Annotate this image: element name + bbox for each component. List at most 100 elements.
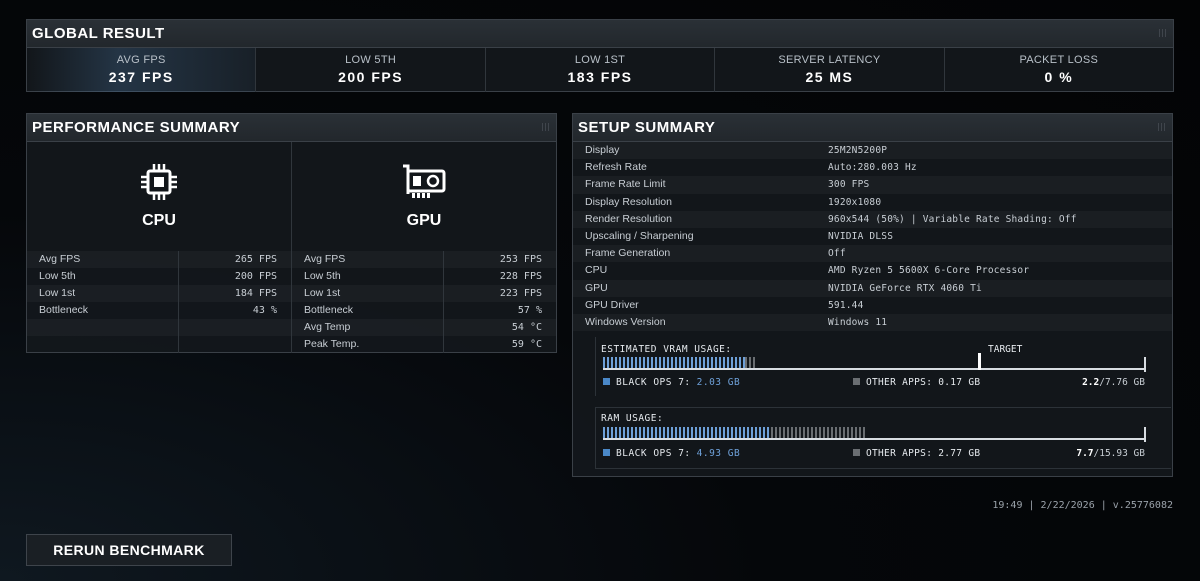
row-key: Upscaling / Sharpening [585,229,694,242]
blue-swatch-icon [603,378,610,385]
vram-game-legend: BLACK OPS 7: 2.03 GB [603,377,740,388]
row-value: 591.44 [828,299,864,311]
table-row: Avg Temp 54 °C [292,319,556,336]
table-row: Display 25M2N5200P [573,142,1172,159]
cpu-title: CPU [142,212,176,229]
setup-summary-title-text: SETUP SUMMARY [578,119,716,136]
gpu-stats: Avg FPS 253 FPS Low 5th 228 FPS Low 1st 223… [292,251,556,353]
vram-target-marker [978,353,981,370]
row-key: GPU [585,281,608,294]
total-capacity: /15.93 GB [1093,448,1145,459]
ram-game-fill [603,427,771,438]
row-key: Avg FPS [27,251,179,268]
table-row: Peak Temp. 59 °C [292,336,556,353]
row-key: CPU [585,264,608,277]
row-key: Refresh Rate [585,161,647,174]
table-row: Low 5th 228 FPS [292,268,556,285]
vram-legend: BLACK OPS 7: 2.03 GB OTHER APPS: 0.17 GB 2… [603,377,1145,388]
row-value: 200 FPS [234,271,277,282]
row-key: Low 5th [27,268,179,285]
cpu-column: CPU Avg FPS 265 FPS Low 5th 200 FPS Low 1s… [27,142,291,353]
table-row: Bottleneck 43 % [27,302,291,319]
row-key: GPU Driver [585,298,639,311]
performance-summary-title-text: PERFORMANCE SUMMARY [32,119,241,136]
table-row: Low 5th 200 FPS [27,268,291,285]
stat-label: LOW 5TH [345,54,397,66]
stat-packet-loss: PACKET LOSS 0 % [945,48,1173,92]
vram-target-label: TARGET [988,344,1023,355]
rerun-benchmark-label: RERUN BENCHMARK [53,542,205,558]
row-value: 960x544 (50%) | Variable Rate Shading: O… [828,213,1077,225]
legend-label: BLACK OPS 7: [616,377,691,388]
table-row [27,336,291,353]
row-value [179,336,291,353]
row-key: Bottleneck [27,302,179,319]
total-used: 2.2 [1082,377,1100,388]
setup-summary-panel: SETUP SUMMARY Display 25M2N5200P Refresh … [572,113,1173,477]
stat-value: 237 FPS [108,69,174,85]
row-key: Low 1st [27,285,179,302]
global-result-title-text: GLOBAL RESULT [32,25,165,42]
performance-summary-title: PERFORMANCE SUMMARY [27,114,556,142]
stat-label: PACKET LOSS [1019,54,1099,66]
total-used: 7.7 [1076,448,1094,459]
row-key [27,319,179,336]
row-value: 59 °C [511,339,542,350]
row-value: 228 FPS [499,271,542,282]
table-row: Bottleneck 57 % [292,302,556,319]
row-value: NVIDIA GeForce RTX 4060 Ti [828,282,982,294]
gpu-title: GPU [406,212,442,229]
stat-label: AVG FPS [116,54,166,66]
stat-server-latency: SERVER LATENCY 25 MS [715,48,945,92]
stat-value: 183 FPS [567,69,633,85]
row-key: Frame Generation [585,247,671,260]
global-stats: AVG FPS 237 FPS LOW 5TH 200 FPS LOW 1ST … [27,48,1173,92]
legend-value: 2.77 GB [938,448,981,459]
row-value: NVIDIA DLSS [828,230,894,242]
row-value: Auto:280.003 Hz [828,162,917,174]
global-result-title: GLOBAL RESULT [27,20,1173,48]
row-key [27,336,179,353]
ram-bar [603,427,1146,442]
cpu-stats: Avg FPS 265 FPS Low 5th 200 FPS Low 1st 184… [27,251,291,353]
setup-table: Display 25M2N5200P Refresh Rate Auto:280.0… [573,142,1172,331]
performance-summary-panel: PERFORMANCE SUMMARY CPU [26,113,557,353]
row-value: AMD Ryzen 5 5600X 6-Core Processor [828,265,1030,277]
row-key: Display [585,144,620,156]
row-value: 1920x1080 [828,196,882,208]
graphics-card-icon [400,162,448,207]
bar-endcap [1144,427,1146,442]
table-row: Low 1st 184 FPS [27,285,291,302]
legend-value: 4.93 GB [696,448,741,459]
legend-label: OTHER APPS: [866,377,933,388]
table-row: GPU NVIDIA GeForce RTX 4060 Ti [573,280,1172,297]
setup-summary-title: SETUP SUMMARY [573,114,1172,142]
rerun-benchmark-button[interactable]: RERUN BENCHMARK [26,534,232,566]
row-value: 253 FPS [499,254,542,265]
ram-total: 7.7/15.93 GB [1076,448,1145,459]
row-value: 25M2N5200P [828,145,888,156]
ram-usage: RAM USAGE: BLACK OPS 7: 4.93 GB OTHER APP… [595,407,1171,469]
ram-other-legend: OTHER APPS: 2.77 GB [853,448,980,459]
bar-endcap [1144,357,1146,372]
panel-grip-icon [542,123,550,131]
table-row: Refresh Rate Auto:280.003 Hz [573,159,1172,176]
legend-label: BLACK OPS 7: [616,448,691,459]
row-value: 300 FPS [828,179,870,191]
row-key: Low 5th [292,268,444,285]
vram-total: 2.2/7.76 GB [1082,377,1145,388]
row-key: Bottleneck [292,302,444,319]
table-row: Render Resolution 960x544 (50%) | Variabl… [573,211,1172,228]
stat-value: 25 MS [805,69,854,85]
row-key: Avg FPS [292,251,444,268]
row-value: Windows 11 [828,316,888,328]
row-key: Frame Rate Limit [585,178,666,191]
row-value: 43 % [252,305,277,316]
table-row: CPU AMD Ryzen 5 5600X 6-Core Processor [573,262,1172,279]
row-key: Windows Version [585,315,666,328]
table-row: Frame Generation Off [573,245,1172,262]
vram-other-legend: OTHER APPS: 0.17 GB [853,377,980,388]
stat-low-5th: LOW 5TH 200 FPS [256,48,486,92]
stat-label: SERVER LATENCY [778,54,881,66]
stat-label: LOW 1ST [574,54,626,66]
